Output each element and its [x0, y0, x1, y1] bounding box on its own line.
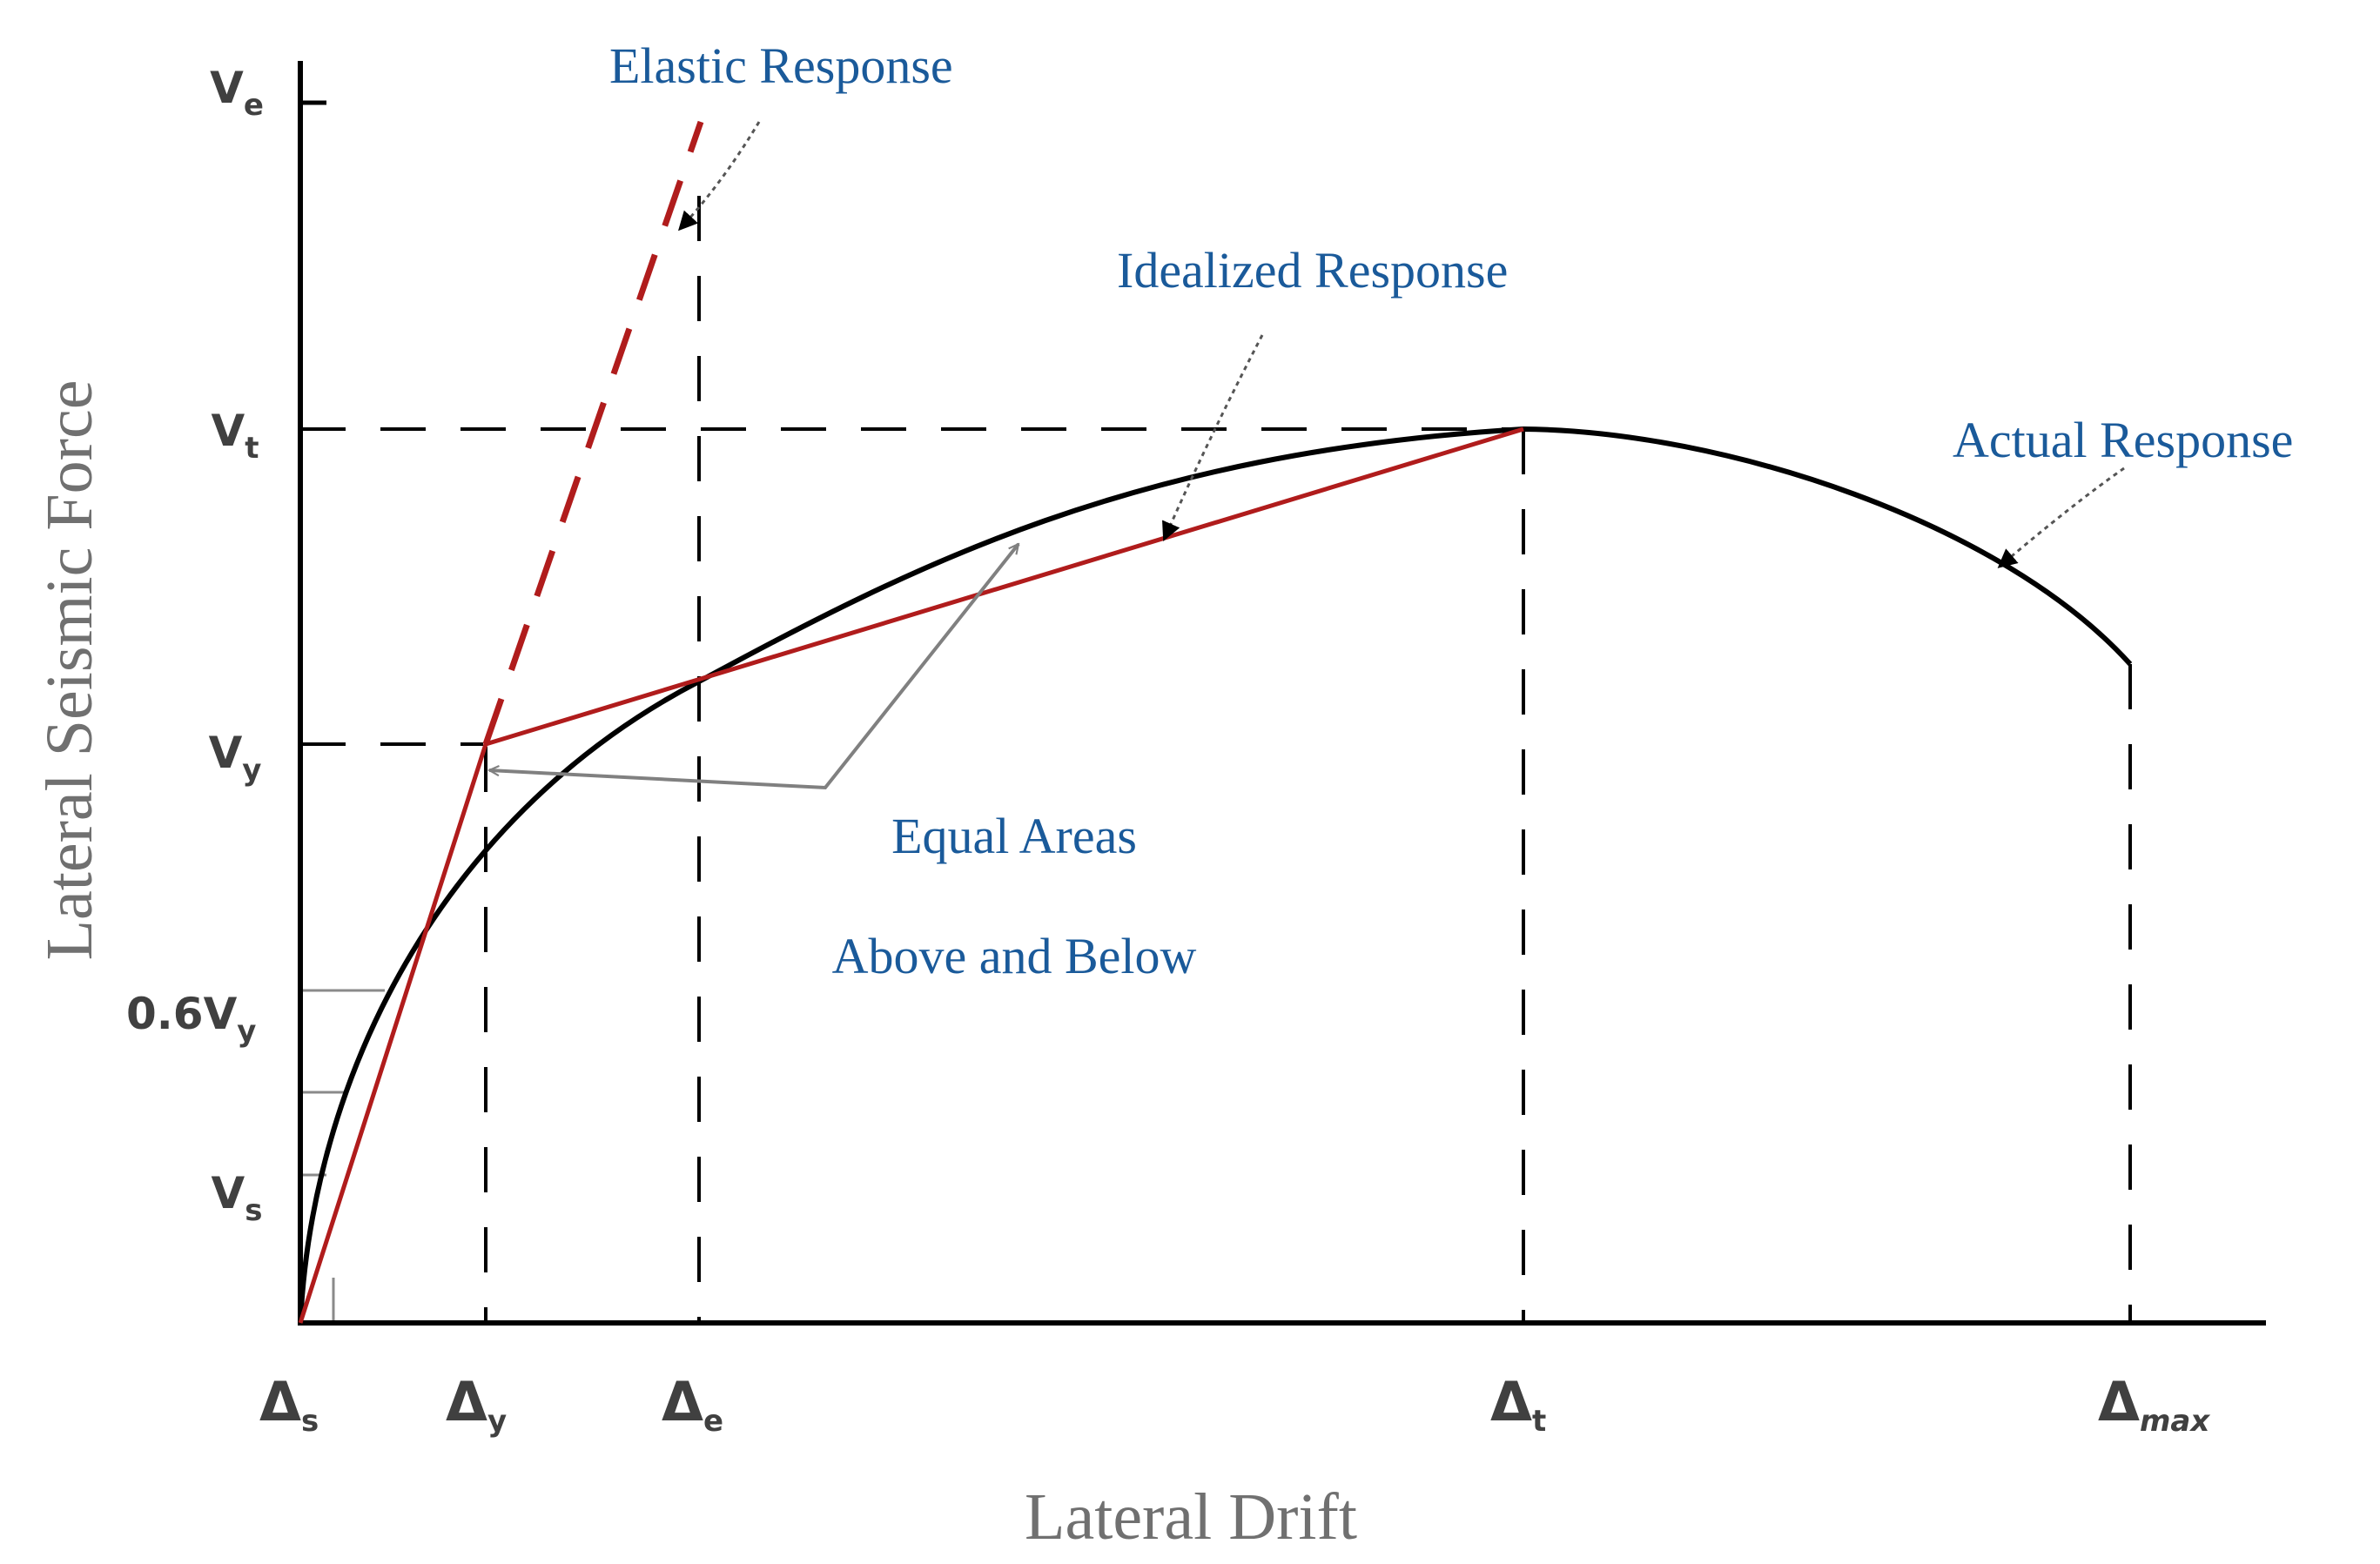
x-tick-ds: Δs	[259, 1370, 319, 1439]
y-tick-vs: Vs	[212, 1168, 263, 1228]
idealized-response-line	[298, 426, 1524, 1324]
x-tick-de: Δe	[662, 1370, 723, 1439]
small-level-marks	[300, 989, 385, 1323]
y-tick-vy: Vy	[209, 728, 262, 788]
above-and-below-label: Above and Below	[832, 928, 1197, 984]
y-tick-ve: Ve	[210, 63, 264, 123]
actual-response-curve	[298, 426, 2133, 1324]
idealized-leader	[1162, 334, 1264, 542]
actual-response-label: Actual Response	[1953, 412, 2293, 468]
x-tick-dmax: Δmax	[2098, 1370, 2210, 1439]
idealized-response-label: Idealized Response	[1117, 242, 1508, 299]
y-tick-vt: Vt	[212, 406, 259, 466]
equal-areas-label: Equal Areas	[891, 808, 1137, 864]
axes	[298, 61, 2266, 1326]
elastic-response-line	[482, 120, 704, 746]
x-axis-title: Lateral Drift	[1025, 1480, 1357, 1554]
x-tick-dt: Δt	[1490, 1370, 1546, 1439]
leader-lines	[678, 121, 2125, 568]
x-axis-tick-labels: Δs Δy Δe Δt Δmax	[259, 1370, 2210, 1439]
y-axis-tick-labels: Ve Vt Vy 0.6Vy Vs	[126, 63, 264, 1228]
y-tick-06vy: 0.6Vy	[126, 989, 256, 1049]
annotations: Elastic Response Idealized Response Actu…	[609, 37, 2293, 984]
actual-leader	[1997, 467, 2125, 568]
elastic-response-label: Elastic Response	[609, 37, 953, 94]
equal-areas-arrows	[489, 544, 1020, 790]
x-tick-dy: Δy	[446, 1370, 507, 1439]
guide-lines	[300, 196, 2132, 1323]
y-axis-title: Lateral Seismic Force	[33, 380, 106, 961]
